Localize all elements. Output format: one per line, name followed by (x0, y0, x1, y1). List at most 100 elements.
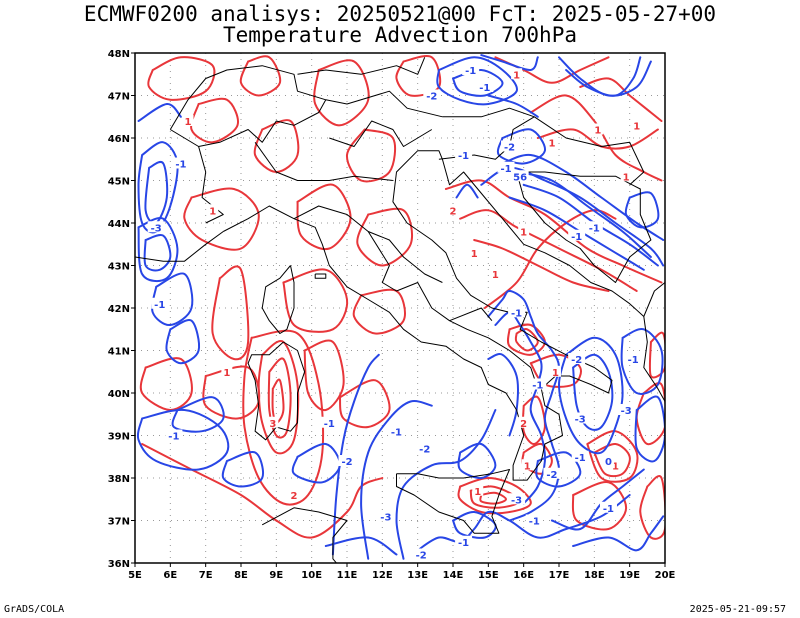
cold-advection-contour (572, 515, 665, 552)
contour-label-bg (592, 123, 604, 135)
border-hr-hu (534, 116, 645, 186)
contour-label-bg (546, 136, 558, 148)
contour-label: -1 (628, 355, 639, 366)
contour-label: -2 (426, 92, 437, 103)
contour-label: 1 (548, 138, 555, 149)
cold-advection-contour (221, 451, 264, 488)
contour-label-bg (508, 493, 526, 505)
contour-label: -1 (175, 160, 186, 171)
contour-label-bg (476, 81, 494, 92)
cold-advection-contour (360, 400, 433, 560)
contour-label: -2 (341, 457, 352, 468)
contour-label-bg (182, 115, 194, 126)
warm-advection-contour (479, 491, 507, 505)
border-it-regions-5 (449, 307, 493, 322)
coastline-corsica (261, 265, 295, 334)
contour-label-bg (165, 429, 183, 441)
cold-advection-contour (496, 128, 546, 165)
contour-label-bg (518, 416, 530, 428)
contour-label: -1 (589, 223, 600, 234)
contour-label: 1 (223, 368, 230, 379)
map-subtitle: Temperature Advection 700hPa (222, 23, 577, 47)
software-credit: GrADS/COLA (4, 604, 65, 615)
cold-advection-contour (165, 319, 201, 365)
cold-advection-contour (171, 396, 225, 433)
warm-advection-contour (483, 209, 617, 309)
contour-label-bg (377, 510, 395, 522)
contour-label: 1 (594, 126, 601, 137)
coastline-sicily (396, 469, 510, 534)
contour-layer (136, 54, 665, 560)
warm-advection-contour (183, 187, 260, 251)
coastline-sardinia (247, 341, 306, 441)
contour-label: -2 (571, 355, 582, 366)
warm-advection-contour (338, 379, 391, 429)
warm-advection-contour (271, 378, 285, 424)
tick-label-lat: 41N (108, 347, 130, 358)
tick-label-lat: 44N (108, 219, 130, 230)
contour-label: -3 (621, 406, 632, 417)
tick-label-lat: 46N (108, 134, 130, 145)
contour-label-bg (267, 416, 279, 428)
contour-label: 1 (552, 368, 559, 379)
warm-advection-contour (345, 128, 397, 183)
contour-label: 1 (474, 487, 481, 498)
cold-advection-contour (137, 217, 179, 283)
cold-advection-contour (572, 353, 614, 431)
contour-label-bg (525, 514, 543, 526)
warm-advection-contour (571, 481, 628, 531)
warm-advection-contour (356, 207, 413, 267)
contour-label-bg (455, 149, 473, 160)
cold-advection-contour (143, 234, 172, 272)
warm-advection-contour (593, 442, 631, 478)
cold-advection-contour (565, 56, 642, 97)
contour-label: -3 (575, 415, 586, 426)
warm-advection-contour (296, 183, 352, 251)
tick-label-lat: 40N (108, 389, 130, 400)
contour-label-bg (172, 157, 190, 169)
tick-label-lon: 16E (513, 570, 534, 581)
contour-label-layer: 1 -1 -3 -1 1 1 -1 3 2 -1 -2 -1 -2 -3 -2 -1 1 -3 -1 -2 -1 1 2 -1… (147, 64, 643, 562)
cold-advection-contour (324, 536, 398, 556)
warm-advection-contour (282, 268, 349, 333)
contour-label-bg (610, 459, 622, 471)
tick-label-lon: 6E (163, 570, 177, 581)
contour-label: 56 (513, 172, 527, 183)
cold-advection-contour (331, 353, 380, 556)
border-it-regions-2 (293, 205, 443, 283)
tick-label-lat: 48N (108, 49, 130, 60)
cold-advection-contour (291, 442, 341, 484)
cold-advection-contour (395, 409, 497, 560)
contour-label-bg (221, 365, 233, 377)
contour-label-bg (620, 170, 632, 182)
contour-label-bg (549, 365, 561, 377)
border-it-regions-1 (254, 142, 393, 181)
tick-label-lon: 20E (655, 570, 676, 581)
border-it-regions-3 (367, 231, 539, 389)
contour-label-bg (462, 64, 480, 75)
contour-label: 1 (471, 249, 478, 260)
contour-label: -1 (391, 427, 402, 438)
contour-label: -1 (465, 66, 476, 77)
coastline-layer (135, 57, 665, 563)
border-at-it (325, 90, 443, 118)
cold-advection-contour (151, 272, 194, 327)
contour-label-bg (497, 161, 515, 173)
tick-label-lat: 42N (108, 304, 130, 315)
contour-label: 1 (612, 461, 619, 472)
border-ba (516, 171, 652, 283)
contour-label: -1 (458, 538, 469, 549)
warm-advection-contour (147, 56, 216, 101)
border-me-al (643, 282, 665, 317)
map-title: ECMWF0200 analisys: 20250521@00 FcT: 202… (83, 2, 717, 26)
contour-label: -1 (575, 453, 586, 464)
tick-label-lat: 43N (108, 262, 130, 273)
contour-label: 0 (605, 457, 612, 468)
contour-label: -1 (458, 151, 469, 162)
cold-advection-contour (620, 327, 664, 395)
warm-advection-contour (579, 77, 663, 122)
contour-label: -3 (151, 223, 162, 234)
cold-advection-contour (455, 183, 479, 199)
contour-label-bg (288, 489, 300, 500)
